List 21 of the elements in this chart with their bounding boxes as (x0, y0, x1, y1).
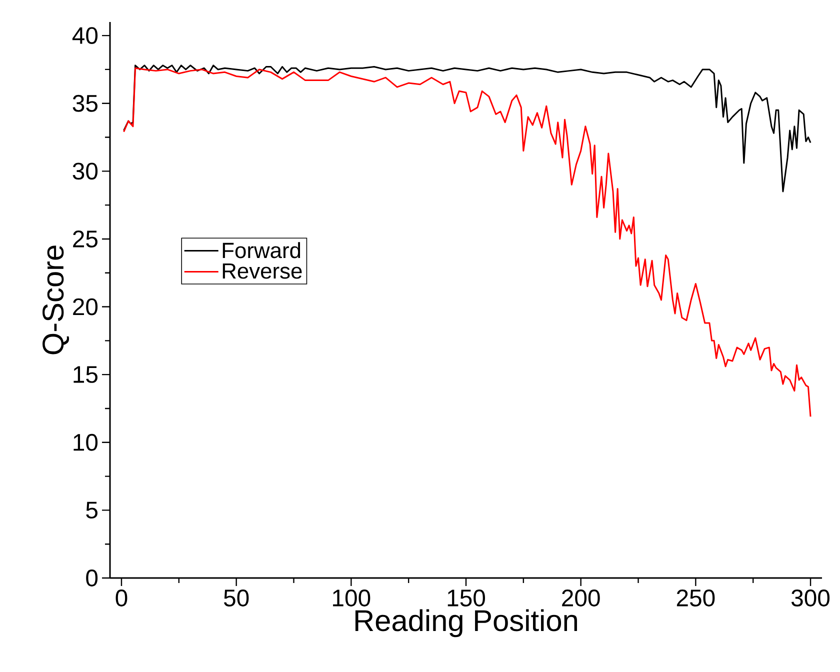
y-tick-label: 0 (86, 570, 98, 586)
y-tick-label: 25 (73, 230, 98, 248)
y-tick-label: 30 (72, 162, 98, 180)
y-axis-title: Q-Score (42, 246, 70, 354)
y-tick-label: 20 (73, 298, 98, 316)
x-tick-label: 50 (224, 590, 249, 606)
x-axis-title: Reading Position (355, 609, 577, 638)
legend-label: Reverse (222, 263, 302, 279)
y-tick-label: 5 (86, 502, 98, 519)
x-tick-label: 0 (116, 590, 128, 606)
x-tick-label: 300 (791, 590, 830, 606)
line-series (123, 67, 812, 418)
x-tick-label: 200 (562, 590, 600, 606)
y-tick-label: 10 (74, 434, 98, 451)
x-tick-label: 100 (333, 590, 370, 606)
y-tick-label: 40 (72, 27, 98, 44)
legend-label: Forward (222, 242, 300, 258)
y-tick-label: 15 (74, 366, 98, 383)
x-tick-label: 250 (676, 590, 715, 606)
x-tick-label: 150 (448, 590, 486, 606)
y-tick-label: 35 (72, 94, 98, 112)
